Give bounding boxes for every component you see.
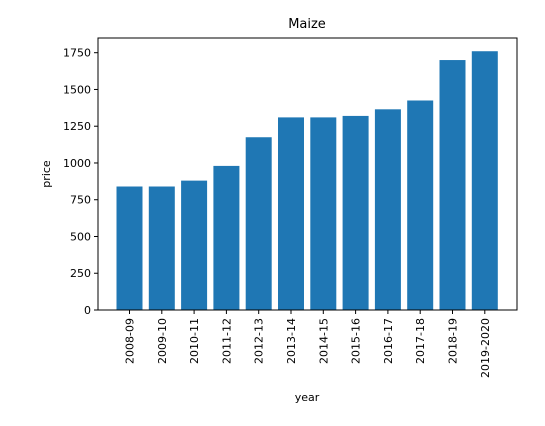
x-tick-label: 2009-10 [156, 318, 169, 364]
x-tick-label: 2015-16 [350, 318, 363, 364]
x-tick-label: 2010-11 [188, 318, 201, 364]
chart-title: Maize [288, 17, 326, 32]
x-tick-label: 2011-12 [220, 318, 233, 364]
y-axis: 0 250 500 750 1000 1250 1500 1750 [63, 47, 98, 317]
x-tick-label: 2017-18 [414, 318, 427, 364]
bar-2011-12 [213, 165, 240, 310]
x-tick-label: 2018-19 [447, 318, 460, 364]
y-tick-label: 1250 [63, 120, 91, 133]
x-tick-label: 2013-14 [285, 318, 298, 364]
y-tick-label: 1750 [63, 47, 91, 60]
y-tick-label: 500 [70, 230, 91, 243]
bar-2008-09 [116, 186, 143, 310]
bar-2015-16 [342, 115, 369, 310]
x-axis-label: year [295, 391, 320, 404]
y-tick-label: 1000 [63, 157, 91, 170]
x-tick-label: 2019-2020 [479, 318, 492, 378]
bar-2018-19 [439, 60, 466, 310]
y-tick-label: 250 [70, 267, 91, 280]
bar-2014-15 [310, 117, 337, 310]
bar-2009-10 [148, 186, 175, 310]
bars-group [116, 51, 498, 311]
x-axis: 2008-09 2009-10 2010-11 2011-12 2012-13 2013-… [124, 310, 492, 378]
y-tick-label: 1500 [63, 83, 91, 96]
plot-frame [97, 37, 518, 311]
bar-2010-11 [181, 180, 208, 310]
x-tick-label: 2016-17 [382, 318, 395, 364]
bar-2013-14 [278, 117, 304, 310]
bar-2012-13 [245, 137, 272, 310]
x-tick-label: 2012-13 [253, 318, 266, 364]
bar-2017-18 [407, 100, 434, 311]
y-tick-label: 750 [70, 194, 91, 207]
x-tick-label: 2014-15 [317, 318, 330, 364]
y-tick-label: 0 [84, 304, 91, 317]
y-axis-label: price [40, 160, 53, 188]
bar-2016-17 [374, 109, 401, 310]
bar-2019-2020 [471, 51, 498, 310]
x-tick-label: 2008-09 [124, 318, 137, 364]
